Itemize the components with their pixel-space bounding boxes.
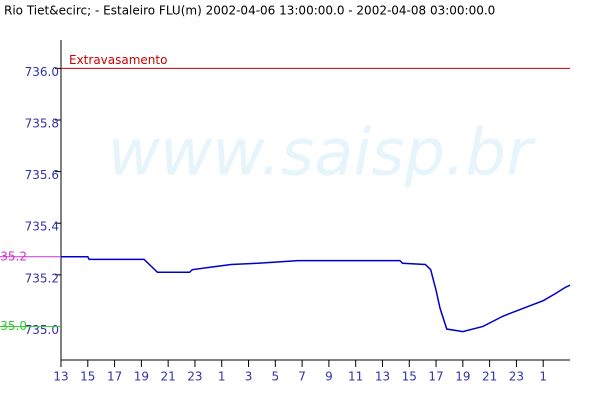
y-tick-label: 736.0 xyxy=(25,65,59,79)
y-tick-label: 735.6 xyxy=(25,168,59,182)
x-tick-label: 23 xyxy=(187,370,202,384)
x-tick-label: 3 xyxy=(245,370,253,384)
x-tick-label: 11 xyxy=(348,370,363,384)
x-tick-label: 17 xyxy=(107,370,122,384)
x-tick-label: 15 xyxy=(80,370,95,384)
data-line xyxy=(61,256,571,333)
x-tick-label: 1 xyxy=(218,370,226,384)
x-tick-label: 21 xyxy=(161,370,176,384)
y-tick-label: 735.0 xyxy=(25,323,59,337)
x-tick-label: 19 xyxy=(134,370,149,384)
x-tick-label: 17 xyxy=(428,370,443,384)
x-tick-label: 5 xyxy=(271,370,279,384)
x-tick-label: 9 xyxy=(325,370,333,384)
x-tick-label: 1 xyxy=(539,370,547,384)
x-tick-label: 15 xyxy=(402,370,417,384)
x-tick-label: 21 xyxy=(482,370,497,384)
watermark: www.saisp.br xyxy=(108,117,537,191)
x-tick-label: 13 xyxy=(53,370,68,384)
x-tick-label: 23 xyxy=(509,370,524,384)
y-tick-label: 735.2 xyxy=(25,271,59,285)
y-tick-label: 735.8 xyxy=(25,117,59,131)
y-tick-label: 735.4 xyxy=(25,220,59,234)
x-tick-label: 7 xyxy=(298,370,306,384)
chart-title: Rio Tiet&ecirc; - Estaleiro FLU(m) 2002-… xyxy=(4,4,495,18)
x-tick-label: 19 xyxy=(455,370,470,384)
x-tick-label: 13 xyxy=(375,370,390,384)
side-mark-label: 35.0 xyxy=(0,319,27,333)
reference-label: Extravasamento xyxy=(69,53,167,67)
side-mark-label: 35.2 xyxy=(0,249,27,263)
